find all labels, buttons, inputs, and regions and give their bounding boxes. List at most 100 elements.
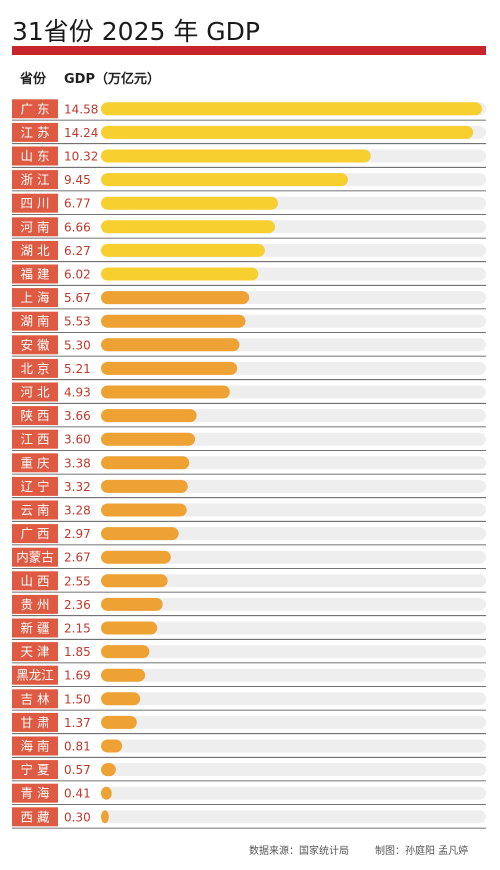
province-label: 四 川 xyxy=(21,196,50,211)
value-label: 0.30 xyxy=(64,810,91,824)
value-label: 10.32 xyxy=(64,150,98,164)
province-label: 上 海 xyxy=(21,290,50,305)
value-label: 2.15 xyxy=(64,622,91,636)
province-label: 陕 西 xyxy=(21,408,50,423)
gdp-bar xyxy=(101,173,348,187)
gdp-column-header: GDP（万亿元） xyxy=(64,72,160,87)
value-label: 6.27 xyxy=(64,244,91,258)
gdp-bar xyxy=(101,314,246,328)
province-label-box xyxy=(12,665,58,685)
province-label-box xyxy=(12,618,58,638)
bar-track xyxy=(101,763,486,777)
value-label: 14.24 xyxy=(64,126,98,140)
value-label: 14.58 xyxy=(64,102,98,116)
value-label: 5.21 xyxy=(64,362,91,376)
province-label-box xyxy=(12,453,58,473)
province-label: 内蒙古 xyxy=(16,550,54,565)
value-label: 5.67 xyxy=(64,291,91,305)
province-label-box xyxy=(12,264,58,284)
province-label-box xyxy=(12,642,58,662)
province-label-box xyxy=(12,99,58,119)
value-label: 0.57 xyxy=(64,763,91,777)
province-label: 河 南 xyxy=(21,219,50,234)
province-column-header: 省份 xyxy=(20,72,47,87)
gdp-bar xyxy=(101,668,146,682)
gdp-bar xyxy=(101,409,197,423)
province-label-box xyxy=(12,571,58,591)
province-label-box xyxy=(12,783,58,803)
province-label-box xyxy=(12,311,58,331)
gdp-bar xyxy=(101,645,150,659)
province-label-box xyxy=(12,547,58,567)
province-label-box xyxy=(12,712,58,732)
value-label: 6.66 xyxy=(64,220,91,234)
province-label-box xyxy=(12,476,58,496)
bar-track xyxy=(101,645,486,659)
province-label: 安 徽 xyxy=(21,337,50,352)
gdp-bar xyxy=(101,102,482,116)
bar-track xyxy=(101,621,486,635)
province-label: 江 西 xyxy=(21,432,50,447)
province-label-box xyxy=(12,382,58,402)
gdp-bar xyxy=(101,267,259,281)
province-label-box xyxy=(12,406,58,426)
value-label: 9.45 xyxy=(64,173,91,187)
gdp-bar xyxy=(101,291,250,305)
value-label: 1.50 xyxy=(64,692,91,706)
province-label: 海 南 xyxy=(21,739,50,754)
province-label-box xyxy=(12,429,58,449)
province-label-box xyxy=(12,146,58,166)
province-label: 贵 州 xyxy=(21,597,50,612)
value-label: 5.30 xyxy=(64,338,91,352)
province-label-box xyxy=(12,240,58,260)
gdp-bar xyxy=(101,574,168,588)
bar-track xyxy=(101,527,486,541)
province-label-box xyxy=(12,122,58,142)
gdp-bar xyxy=(101,763,116,777)
province-label: 北 京 xyxy=(21,361,50,376)
province-label: 河 北 xyxy=(21,385,50,400)
province-label: 青 海 xyxy=(21,786,50,801)
gdp-bar xyxy=(101,527,179,541)
gdp-bar xyxy=(101,196,278,210)
province-label: 甘 肃 xyxy=(21,715,50,730)
gdp-bar xyxy=(101,692,141,706)
province-label-box xyxy=(12,358,58,378)
bar-track xyxy=(101,503,486,517)
bar-track xyxy=(101,668,486,682)
province-label: 山 东 xyxy=(21,149,50,164)
title-underline xyxy=(12,46,486,55)
province-label: 湖 北 xyxy=(21,243,50,258)
value-label: 1.85 xyxy=(64,645,91,659)
province-label-box xyxy=(12,760,58,780)
gdp-bar xyxy=(101,361,238,375)
province-label-box xyxy=(12,193,58,213)
gdp-bar xyxy=(101,810,109,824)
bar-track xyxy=(101,739,486,753)
gdp-bar xyxy=(101,243,265,257)
province-label-box xyxy=(12,736,58,756)
value-label: 6.02 xyxy=(64,268,91,282)
value-label: 0.41 xyxy=(64,787,91,801)
gdp-bar xyxy=(101,456,190,470)
bar-track xyxy=(101,432,486,446)
province-label: 山 西 xyxy=(21,573,50,588)
province-label: 天 津 xyxy=(21,644,50,659)
bar-track xyxy=(101,597,486,611)
province-label-box xyxy=(12,689,58,709)
chart-title: 31省份 2025 年 GDP xyxy=(12,17,260,46)
province-label-box xyxy=(12,288,58,308)
province-label: 西 藏 xyxy=(21,809,50,824)
value-label: 2.36 xyxy=(64,598,91,612)
bar-track xyxy=(101,574,486,588)
gdp-bar xyxy=(101,786,112,800)
province-label: 江 苏 xyxy=(21,125,50,140)
province-label: 辽 宁 xyxy=(21,479,50,494)
value-label: 5.53 xyxy=(64,315,91,329)
province-label: 新 疆 xyxy=(21,621,50,636)
gdp-bar xyxy=(101,149,371,163)
value-label: 3.32 xyxy=(64,480,91,494)
value-label: 3.28 xyxy=(64,504,91,518)
gdp-bar xyxy=(101,479,188,493)
bar-track xyxy=(101,692,486,706)
